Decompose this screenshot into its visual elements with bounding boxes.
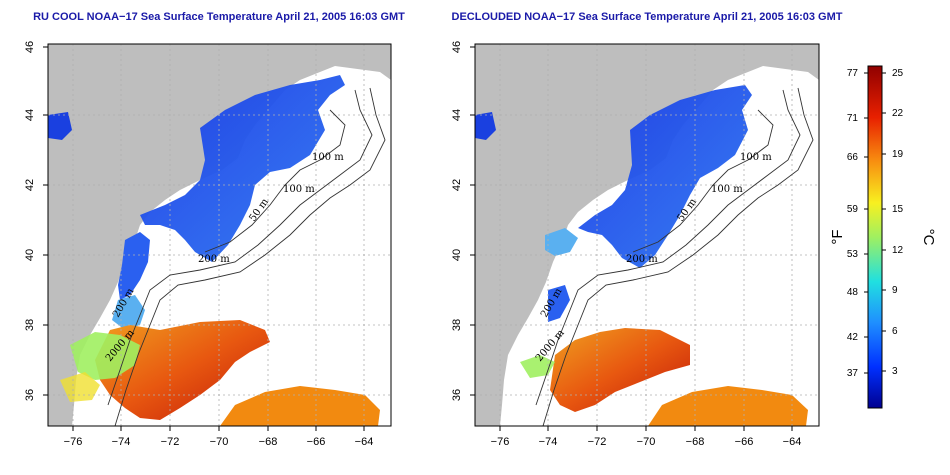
lat-tick-label: 44 <box>24 109 36 121</box>
right-lon-tick-labels: −76 −74 −72 −70 −68 −66 −64 <box>491 436 802 448</box>
lat-tick-label: 44 <box>451 109 463 121</box>
lat-tick-label: 40 <box>451 249 463 261</box>
fahrenheit-tick: 42 <box>847 332 859 343</box>
isobath-label: 100 m <box>283 184 315 195</box>
fahrenheit-tick: 59 <box>847 204 859 215</box>
celsius-tick: 9 <box>892 285 898 296</box>
lon-tick-label: −64 <box>355 436 374 448</box>
lon-tick-label: −70 <box>637 436 656 448</box>
fahrenheit-tick-labels: 77 71 66 59 53 48 42 37 <box>847 68 859 379</box>
celsius-tick: 3 <box>892 366 898 377</box>
right-gulf-stream-patch <box>648 386 808 426</box>
celsius-tick: 6 <box>892 326 898 337</box>
temperature-colorbar: 77 71 66 59 53 48 42 37 25 22 19 15 12 9… <box>829 65 937 409</box>
isobath-label: 100 m <box>740 152 772 163</box>
celsius-tick: 22 <box>892 108 904 119</box>
isobath-label: 200 m <box>626 254 658 265</box>
right-cold-water <box>578 85 752 268</box>
lon-tick-label: −66 <box>735 436 754 448</box>
fahrenheit-tick: 48 <box>847 287 859 298</box>
lon-tick-label: −66 <box>307 436 326 448</box>
isobath-label: 100 m <box>312 152 344 163</box>
left-land-mass <box>48 44 391 426</box>
lat-tick-label: 46 <box>451 41 463 53</box>
fahrenheit-tick: 77 <box>847 68 859 79</box>
left-lat-tick-labels: 46 44 42 40 38 36 <box>24 41 36 401</box>
right-map-panel: DECLOUDED NOAA−17 Sea Surface Temperatur… <box>451 11 843 448</box>
right-panel-title: DECLOUDED NOAA−17 Sea Surface Temperatur… <box>452 11 843 23</box>
left-panel-title: RU COOL NOAA−17 Sea Surface Temperature … <box>33 11 405 23</box>
lat-tick-label: 42 <box>24 179 36 191</box>
fahrenheit-tick: 71 <box>847 113 859 124</box>
celsius-tick: 19 <box>892 149 904 160</box>
lat-tick-label: 38 <box>451 319 463 331</box>
right-land-mass <box>475 44 819 426</box>
left-cold-water <box>140 75 345 262</box>
left-map-panel: RU COOL NOAA−17 Sea Surface Temperature … <box>24 11 405 448</box>
left-lon-tick-labels: −76 −74 −72 −70 −68 −66 −64 <box>64 436 374 448</box>
lon-tick-label: −72 <box>588 436 607 448</box>
lon-tick-label: −68 <box>686 436 705 448</box>
lon-tick-label: −74 <box>539 436 558 448</box>
right-lat-tick-labels: 46 44 42 40 38 36 <box>451 41 463 401</box>
lon-tick-label: −68 <box>259 436 278 448</box>
celsius-tick-labels: 25 22 19 15 12 9 6 3 <box>892 68 904 377</box>
colorbar-scale <box>867 65 883 409</box>
fahrenheit-unit-label: °F <box>829 229 846 244</box>
lon-tick-label: −76 <box>491 436 510 448</box>
lon-tick-label: −64 <box>783 436 802 448</box>
fahrenheit-tick: 66 <box>847 152 859 163</box>
right-warm-eddy <box>550 328 690 412</box>
celsius-tick: 12 <box>892 245 904 256</box>
celsius-tick: 15 <box>892 204 904 215</box>
right-map-frame <box>474 43 820 427</box>
left-gulf-stream-patch <box>220 386 380 426</box>
lat-tick-label: 46 <box>24 41 36 53</box>
lat-tick-label: 42 <box>451 179 463 191</box>
fahrenheit-tick: 53 <box>847 249 859 260</box>
lon-tick-label: −76 <box>64 436 83 448</box>
lon-tick-label: −70 <box>210 436 229 448</box>
lat-tick-label: 38 <box>24 319 36 331</box>
lat-tick-label: 40 <box>24 249 36 261</box>
lat-tick-label: 36 <box>451 389 463 401</box>
lat-tick-label: 36 <box>24 389 36 401</box>
celsius-unit-label: °C <box>920 229 937 246</box>
isobath-label: 100 m <box>711 184 743 195</box>
celsius-tick: 25 <box>892 68 904 79</box>
lon-tick-label: −74 <box>112 436 131 448</box>
lon-tick-label: −72 <box>161 436 180 448</box>
fahrenheit-tick: 37 <box>847 368 859 379</box>
isobath-label: 200 m <box>198 254 230 265</box>
